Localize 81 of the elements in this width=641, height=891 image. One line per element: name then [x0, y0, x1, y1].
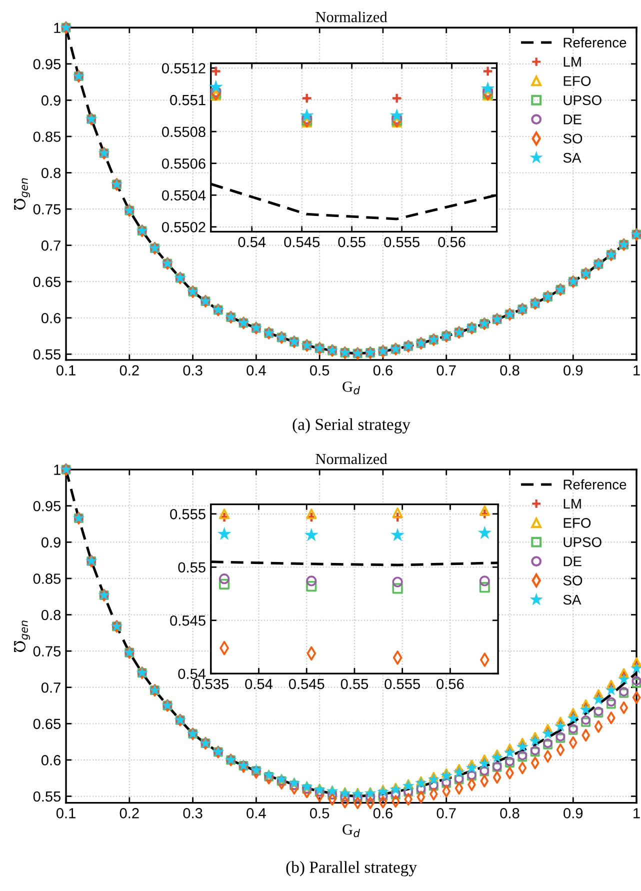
y-axis-title: ℧$_{gen}$	[14, 178, 30, 210]
x-tick-label: 0.7	[436, 365, 456, 376]
x-tick-label: 0.9	[564, 365, 583, 376]
x-tick-label: 0.56	[438, 236, 466, 248]
y-tick-label: 0.65	[33, 276, 61, 288]
text: (b) Parallel strategy	[286, 861, 417, 876]
y-tick-label: 0.9	[41, 537, 60, 548]
y-tick-label: 0.5508	[162, 126, 206, 137]
y-tick-label: 0.555	[170, 508, 206, 520]
x-tick-label: 0.535	[193, 678, 229, 690]
legend-label: SO	[563, 134, 582, 144]
y-tick-label: 0.75	[33, 646, 61, 656]
y-tick-label: 0.55	[33, 349, 61, 360]
x-tick-label: 0.555	[384, 678, 420, 690]
x-tick-label: 0.4	[246, 808, 266, 818]
legend-label: Reference	[564, 37, 626, 48]
legend-label: UPSO	[564, 95, 602, 106]
x-tick-label: 0.54	[238, 236, 266, 248]
y-tick-label: 0.54	[178, 668, 206, 680]
x-tick-label: 0.555	[384, 236, 420, 248]
x-tick-label: 0.4	[246, 365, 266, 376]
chart-title: Normalized	[316, 11, 388, 22]
y-tick-label: 0.551	[170, 94, 206, 106]
x-tick-label: 0.8	[500, 808, 520, 818]
legend-label: LM	[564, 57, 581, 67]
x-tick-label: 0.56	[436, 678, 464, 690]
legend-label: EFO	[564, 76, 591, 86]
x-axis-title: G$_{d}$	[342, 382, 360, 394]
x-tick-label: 0.5	[310, 808, 330, 818]
legend-label: Reference	[564, 479, 626, 490]
y-tick-label: 0.55	[33, 791, 61, 802]
y-tick-label: 0.95	[33, 500, 61, 512]
y-tick-label: 0.545	[170, 615, 206, 626]
x-axis-title: G$_{d}$	[342, 824, 360, 838]
y-tick-label: 0.65	[33, 718, 61, 730]
legend-label: SA	[563, 594, 582, 605]
x-tick-label: 0.5	[310, 365, 330, 376]
y-tick-label: 0.5512	[162, 63, 206, 74]
legend-label: SO	[563, 576, 582, 586]
y-tick-label: 0.95	[33, 59, 61, 70]
legend-label: SA	[563, 152, 582, 163]
x-tick-label: 0.1	[56, 365, 76, 376]
x-tick-label: 0.9	[564, 808, 583, 818]
y-tick-label: 0.55	[178, 562, 206, 573]
legend-label: DE	[564, 114, 582, 124]
y-tick-label: 0.85	[33, 574, 61, 584]
x-tick-label: 0.6	[373, 808, 392, 818]
y-tick-label: 0.8	[41, 168, 61, 178]
y-tick-label: 0.85	[33, 132, 61, 142]
y-tick-label: 0.9	[41, 95, 60, 106]
x-tick-label: 0.55	[340, 678, 368, 690]
y-tick-label: 0.5506	[162, 158, 206, 169]
x-tick-label: 1	[634, 808, 640, 818]
legend-label: UPSO	[564, 537, 602, 548]
x-tick-label: 1	[634, 365, 640, 376]
legend-label: DE	[564, 556, 582, 566]
y-tick-label: 0.5502	[162, 222, 206, 232]
y-tick-label: 1	[54, 22, 60, 33]
y-axis-title: ℧$_{gen}$	[14, 620, 30, 652]
y-tick-label: 0.5504	[162, 190, 206, 201]
y-tick-label: 0.75	[33, 204, 61, 214]
x-tick-label: 0.6	[373, 365, 392, 376]
legend-label: EFO	[564, 518, 591, 528]
y-tick-label: 0.6	[41, 755, 61, 766]
text: (a) Serial strategy	[292, 418, 410, 434]
x-tick-label: 0.2	[120, 808, 139, 818]
x-tick-label: 0.7	[436, 808, 456, 818]
x-tick-label: 0.55	[338, 236, 366, 248]
x-tick-label: 0.545	[288, 678, 324, 690]
x-tick-label: 0.1	[56, 808, 76, 818]
x-tick-label: 0.3	[183, 808, 202, 818]
x-tick-label: 0.545	[284, 236, 320, 248]
x-tick-label: 0.54	[245, 678, 273, 690]
y-tick-label: 1	[54, 464, 60, 475]
x-tick-label: 0.2	[120, 365, 139, 376]
chart-title: Normalized	[316, 453, 388, 464]
x-tick-label: 0.8	[500, 365, 520, 376]
y-tick-label: 0.8	[41, 610, 61, 620]
y-tick-label: 0.6	[41, 312, 61, 324]
legend-label: LM	[564, 498, 581, 509]
x-tick-label: 0.3	[183, 365, 202, 376]
